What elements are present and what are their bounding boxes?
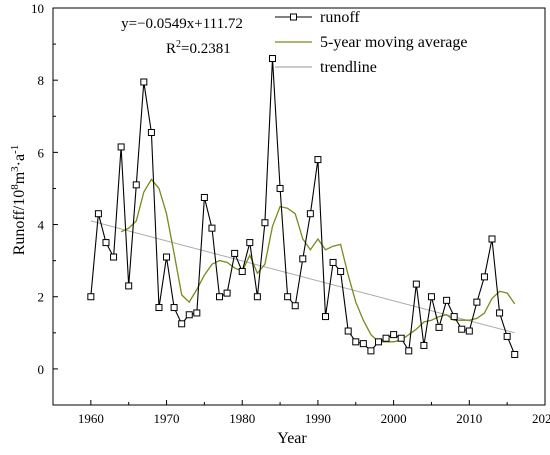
runoff-point [412,280,420,288]
legend-label-2: trendline [320,59,377,76]
x-tick-label: 1970 [154,411,180,426]
runoff-point [125,282,133,290]
runoff-point [359,340,367,348]
y-tick-label: 4 [38,218,45,233]
runoff-point [223,289,231,297]
runoff-point [276,184,284,192]
series-line-2 [90,220,515,334]
runoff-point [382,334,390,342]
x-tick-label: 2000 [381,411,407,426]
runoff-point [390,331,398,339]
runoff-point [427,293,435,301]
runoff-point [367,347,375,355]
series-line-0 [90,58,516,355]
runoff-point [185,311,193,319]
plot-frame [52,7,546,406]
runoff-point [352,338,360,346]
y-tick-label: 10 [31,1,44,16]
runoff-point [420,341,428,349]
runoff-point [374,338,382,346]
runoff-point [480,273,488,281]
runoff-point [238,267,246,275]
runoff-point [87,293,95,301]
runoff-point [193,309,201,317]
y-tick-label: 6 [38,145,45,160]
runoff-point [329,258,337,266]
runoff-point [397,334,405,342]
runoff-point [253,293,261,301]
regression-equation: y=−0.0549x+111.72 [121,16,243,32]
runoff-point [231,249,239,257]
runoff-point [344,327,352,335]
y-axis-title: Runoff/108m3·a-1 [9,145,28,256]
r-squared-label: R2=0.2381 [166,39,231,57]
y-tick-label: 2 [38,290,45,305]
runoff-point [511,350,519,358]
runoff-point [473,298,481,306]
runoff-point [435,323,443,331]
runoff-point [291,302,299,310]
legend-label-1: 5-year moving average [320,34,467,51]
runoff-point [503,332,511,340]
legend-marker [290,13,297,21]
x-axis-title: Year [277,430,307,447]
runoff-point [216,293,224,301]
runoff-point [321,313,329,321]
runoff-point [147,129,155,137]
runoff-point [110,253,118,261]
legend: runoff 5-year moving average trendline [275,9,467,76]
x-tick-label: 1980 [229,411,255,426]
y-tick-label: 8 [38,73,45,88]
x-tick-label: 1960 [78,411,104,426]
runoff-point [337,267,345,275]
runoff-group [87,55,519,358]
runoff-point [200,193,208,201]
runoff-point [117,143,125,151]
legend-label-0: runoff [320,9,360,26]
runoff-point [155,304,163,312]
runoff-point [458,325,466,333]
runoff-point [208,224,216,232]
runoff-point [261,219,269,227]
runoff-point [102,239,110,247]
runoff-point [163,253,171,261]
runoff-point [284,293,292,301]
trendline-group [90,220,515,334]
runoff-point [465,327,473,335]
runoff-point [269,55,277,63]
runoff-point [94,210,102,218]
runoff-point [405,347,413,355]
runoff-point [306,210,314,218]
runoff-point [246,239,254,247]
runoff-point [496,309,504,317]
y-tick-label: 0 [38,362,45,377]
x-tick-label: 1990 [305,411,331,426]
runoff-point [450,313,458,321]
runoff-point [140,78,148,86]
moving-average-group [120,178,516,343]
runoff-point [314,156,322,164]
runoff-point [443,296,451,304]
runoff-point [299,255,307,263]
series-line-1 [120,178,516,343]
runoff-point [178,320,186,328]
runoff-point [132,181,140,189]
x-tick-label: 2010 [456,411,482,426]
runoff-point [488,235,496,243]
runoff-point [170,304,178,312]
